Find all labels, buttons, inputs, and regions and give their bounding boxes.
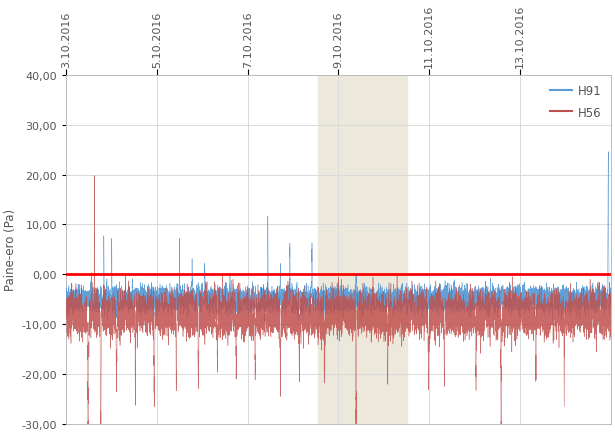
Bar <box>318 76 407 424</box>
Legend: H91, H56: H91, H56 <box>547 82 605 123</box>
Y-axis label: Paine-ero (Pa): Paine-ero (Pa) <box>4 209 17 291</box>
